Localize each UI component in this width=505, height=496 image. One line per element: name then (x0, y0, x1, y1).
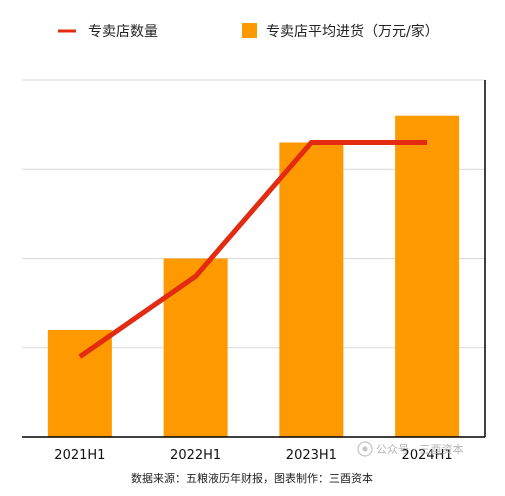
x-tick-label: 2022H1 (170, 448, 221, 463)
axes (22, 80, 486, 438)
watermark-text: 公众号 · 三酉资本 (376, 442, 464, 456)
legend: 专卖店数量 专卖店平均进货（万元/家） (58, 23, 439, 40)
legend-bar-swatch (242, 23, 257, 38)
source-note: 数据来源：五粮液历年财报，图表制作：三酉资本 (131, 471, 373, 485)
bar-2024H1 (395, 115, 460, 437)
bar-2023H1 (279, 142, 344, 437)
watermark-logo-icon (357, 441, 373, 457)
x-tick-label: 2023H1 (286, 448, 337, 463)
bar-2021H1 (47, 329, 112, 437)
x-tick-labels: 2021H1 2022H1 2023H1 2024H1 (54, 448, 452, 463)
line-path-store-count (78, 139, 428, 359)
x-tick-label: 2024H1 (402, 448, 453, 463)
bar-2022H1 (163, 258, 228, 437)
legend-line-label: 专卖店数量 (88, 24, 158, 40)
legend-bar-label: 专卖店平均进货（万元/家） (266, 23, 439, 40)
watermark: 公众号 · 三酉资本 (357, 441, 464, 457)
bars (47, 115, 460, 437)
line-series (78, 139, 428, 359)
x-tick-label: 2021H1 (54, 448, 105, 463)
watermark-logo-dot (362, 446, 368, 452)
